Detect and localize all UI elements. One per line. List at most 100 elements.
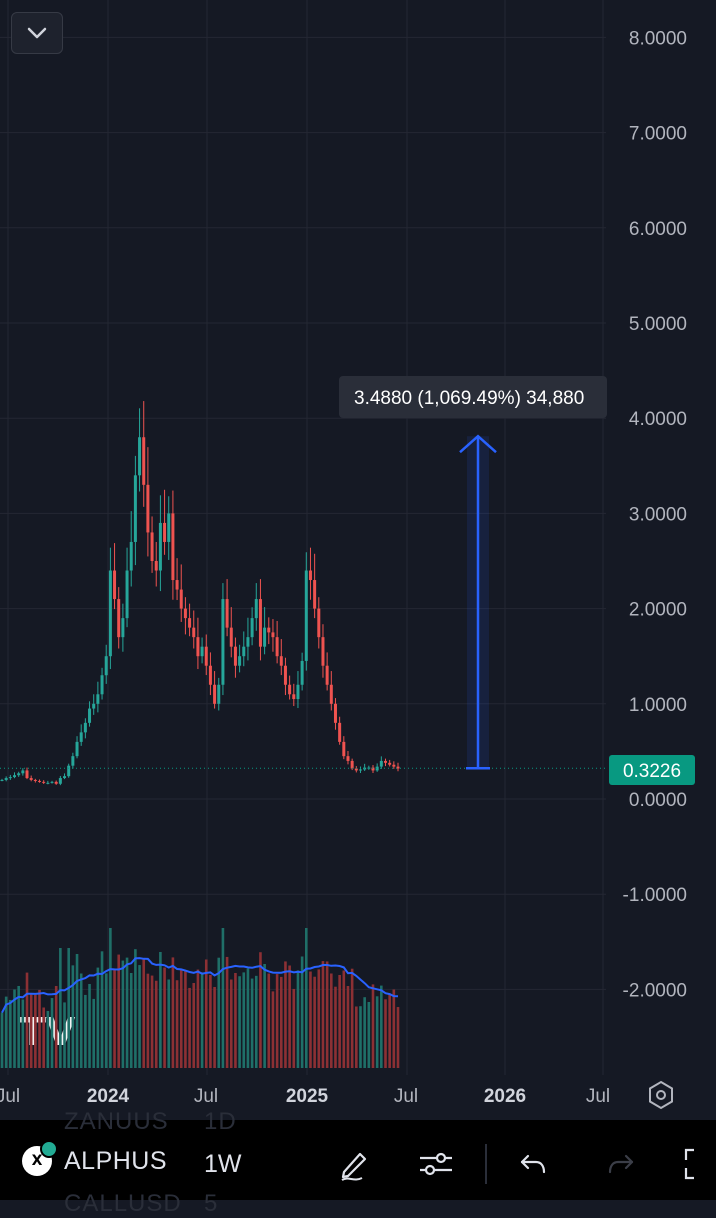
candle[interactable] — [17, 771, 21, 777]
candle[interactable] — [254, 583, 258, 631]
candle[interactable] — [275, 620, 279, 664]
candle[interactable] — [196, 617, 200, 670]
candle[interactable] — [250, 607, 254, 646]
candle[interactable] — [379, 756, 383, 769]
candle[interactable] — [117, 587, 121, 649]
draw-button[interactable] — [332, 1142, 376, 1186]
symbol-selector[interactable]: X ALPHUS — [22, 1140, 167, 1176]
candle[interactable] — [33, 778, 37, 783]
indicators-settings-button[interactable] — [414, 1142, 458, 1186]
candle[interactable] — [121, 603, 125, 652]
candle[interactable] — [75, 736, 79, 759]
candle[interactable] — [283, 657, 287, 696]
candle[interactable] — [83, 718, 87, 739]
candle[interactable] — [358, 766, 362, 774]
candle[interactable] — [296, 671, 300, 709]
candle[interactable] — [158, 495, 162, 592]
candle[interactable] — [25, 767, 29, 780]
candle[interactable] — [271, 619, 275, 652]
candle[interactable] — [292, 683, 296, 707]
candle[interactable] — [225, 579, 229, 637]
undo-button[interactable] — [512, 1142, 556, 1186]
candle[interactable] — [96, 681, 100, 713]
candle[interactable] — [150, 516, 154, 573]
time-axis[interactable]: Jul 2024 Jul 2025 Jul 2026 Jul — [0, 1086, 610, 1107]
candle[interactable] — [375, 763, 379, 772]
candle[interactable] — [171, 490, 175, 600]
candle[interactable] — [113, 543, 117, 610]
gear-icon[interactable] — [649, 1080, 673, 1110]
collapse-button[interactable] — [11, 12, 63, 54]
candle[interactable] — [200, 637, 204, 664]
candle[interactable] — [179, 564, 183, 622]
candle[interactable] — [133, 455, 137, 566]
price-axis[interactable]: 8.0000 7.0000 6.0000 5.0000 4.0000 3.0000 2.00… — [623, 28, 687, 1001]
candle[interactable] — [8, 774, 12, 780]
candle[interactable] — [13, 772, 17, 779]
candle[interactable] — [163, 489, 167, 555]
candle[interactable] — [54, 780, 58, 785]
candle[interactable] — [0, 778, 4, 782]
candle[interactable] — [313, 553, 317, 619]
interval-selector[interactable]: 1W — [204, 1150, 242, 1178]
candle[interactable] — [183, 597, 187, 635]
candle[interactable] — [88, 701, 92, 727]
candle[interactable] — [42, 780, 46, 784]
candle[interactable] — [104, 644, 108, 684]
candle[interactable] — [129, 511, 133, 587]
candle[interactable] — [300, 652, 304, 691]
candle[interactable] — [321, 624, 325, 678]
candle[interactable] — [167, 496, 171, 560]
candle[interactable] — [354, 766, 358, 773]
candle[interactable] — [146, 447, 150, 557]
candle[interactable] — [125, 547, 129, 628]
candle[interactable] — [217, 677, 221, 711]
candle[interactable] — [233, 637, 237, 678]
candle[interactable] — [138, 408, 142, 492]
candle[interactable] — [229, 607, 233, 658]
candle[interactable] — [29, 775, 33, 782]
candle[interactable] — [67, 763, 71, 778]
candle[interactable] — [396, 762, 400, 772]
candle[interactable] — [342, 736, 346, 760]
candle[interactable] — [21, 768, 25, 776]
candle[interactable] — [192, 610, 196, 649]
price-range-measure[interactable]: 3.4880 (1,069.49%) 34,880 — [339, 376, 607, 770]
candle[interactable] — [346, 751, 350, 765]
candle[interactable] — [208, 652, 212, 696]
candle[interactable] — [92, 694, 96, 715]
candle[interactable] — [308, 547, 312, 600]
candle[interactable] — [279, 639, 283, 676]
candle[interactable] — [258, 579, 262, 661]
candle[interactable] — [392, 761, 396, 769]
candle[interactable] — [325, 652, 329, 691]
candle[interactable] — [142, 401, 146, 507]
fullscreen-button[interactable] — [676, 1142, 716, 1186]
candle[interactable] — [246, 617, 250, 661]
candle[interactable] — [175, 558, 179, 601]
price-chart[interactable]: TV 3.4880 (1,069.49%) 34,880 8.00007.000… — [0, 0, 716, 1120]
candle[interactable] — [38, 779, 42, 783]
candles[interactable] — [0, 401, 400, 786]
candle[interactable] — [46, 780, 50, 785]
candle[interactable] — [338, 716, 342, 745]
candle[interactable] — [288, 675, 292, 700]
axis-settings-button[interactable] — [649, 1080, 673, 1110]
candle[interactable] — [263, 607, 267, 655]
candle[interactable] — [371, 765, 375, 774]
candle[interactable] — [50, 780, 54, 784]
redo-button[interactable] — [598, 1142, 642, 1186]
candle[interactable] — [304, 552, 308, 671]
candle[interactable] — [4, 776, 8, 782]
candle[interactable] — [383, 758, 387, 767]
candle[interactable] — [317, 597, 321, 649]
candle[interactable] — [213, 671, 217, 709]
candle[interactable] — [238, 644, 242, 673]
candle[interactable] — [221, 583, 225, 696]
candle[interactable] — [71, 752, 75, 769]
candle[interactable] — [388, 759, 392, 767]
candle[interactable] — [204, 634, 208, 676]
candle[interactable] — [333, 698, 337, 730]
candle[interactable] — [242, 631, 246, 667]
candle[interactable] — [108, 547, 112, 670]
